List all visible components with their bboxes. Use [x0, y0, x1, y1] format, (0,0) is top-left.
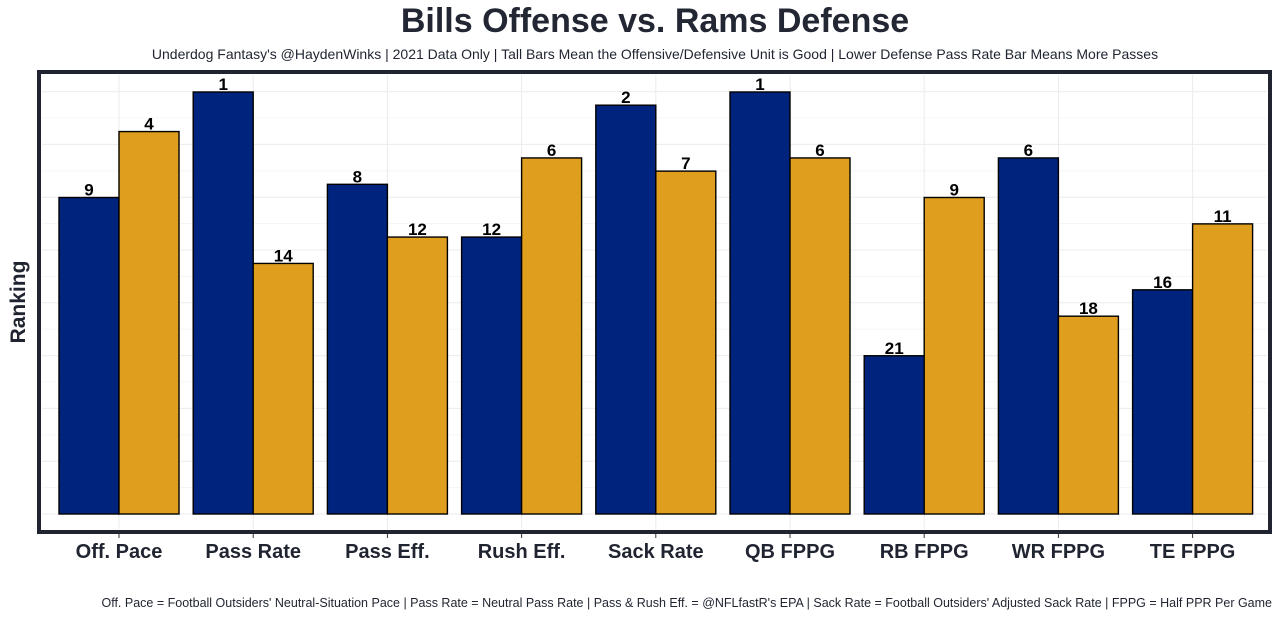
- defense-value-label-5: 7: [681, 154, 690, 173]
- x-tick-label-3: Pass Eff.: [345, 541, 429, 563]
- offense-value-label-2: 1: [218, 75, 227, 94]
- offense-value-label-7: 21: [885, 339, 904, 358]
- offense-bar-5: [595, 104, 657, 515]
- defense-value-label-8: 18: [1079, 299, 1098, 318]
- defense-value-label-3: 12: [408, 220, 427, 239]
- defense-bar-5: [655, 170, 717, 515]
- chart-subtitle: Underdog Fantasy's @HaydenWinks | 2021 D…: [151, 46, 1159, 62]
- offense-value-label-5: 2: [621, 88, 630, 107]
- y-axis-label: Ranking: [7, 261, 30, 344]
- x-tick-label-1: Off. Pace: [76, 541, 163, 563]
- defense-value-label-7: 9: [949, 181, 958, 200]
- chart-title: Bills Offense vs. Rams Defense: [400, 2, 910, 40]
- defense-bar-2: [252, 262, 314, 515]
- offense-bar-2: [192, 91, 254, 515]
- defense-bar-4: [520, 157, 583, 515]
- x-tick-label-5: Sack Rate: [608, 541, 704, 563]
- x-tick-label-9: TE FPPG: [1150, 541, 1236, 563]
- defense-value-label-6: 6: [815, 141, 824, 160]
- defense-bar-9: [1191, 223, 1254, 515]
- offense-value-label-1: 9: [84, 181, 93, 200]
- defense-bar-3: [386, 236, 449, 515]
- offense-bar-6: [729, 91, 791, 515]
- offense-bar-3: [326, 183, 389, 515]
- defense-value-label-2: 14: [274, 246, 293, 265]
- offense-value-label-3: 8: [353, 167, 362, 186]
- defense-bar-1: [118, 130, 180, 515]
- offense-bar-7: [863, 355, 925, 515]
- defense-bar-7: [923, 196, 985, 515]
- chart-caption: Off. Pace = Football Outsiders' Neutral-…: [101, 596, 1272, 610]
- x-tick-label-2: Pass Rate: [205, 541, 301, 563]
- defense-value-label-1: 4: [144, 115, 154, 134]
- x-tick-label-8: WR FPPG: [1012, 541, 1105, 563]
- offense-bar-9: [1131, 289, 1194, 515]
- offense-value-label-4: 12: [482, 220, 501, 239]
- defense-bar-8: [1057, 315, 1120, 515]
- x-tick-label-6: QB FPPG: [745, 541, 835, 563]
- defense-value-label-9: 11: [1214, 207, 1232, 226]
- offense-value-label-9: 16: [1153, 273, 1172, 292]
- defense-value-label-4: 6: [547, 141, 556, 160]
- offense-value-label-6: 1: [755, 75, 764, 94]
- x-tick-label-7: RB FPPG: [880, 541, 969, 563]
- offense-bar-1: [58, 196, 120, 515]
- offense-value-label-8: 6: [1024, 141, 1033, 160]
- offense-bar-8: [997, 157, 1060, 515]
- x-tick-label-4: Rush Eff.: [478, 541, 566, 563]
- offense-bar-4: [460, 236, 523, 515]
- panel-border: [37, 70, 1272, 534]
- defense-bar-6: [789, 157, 851, 515]
